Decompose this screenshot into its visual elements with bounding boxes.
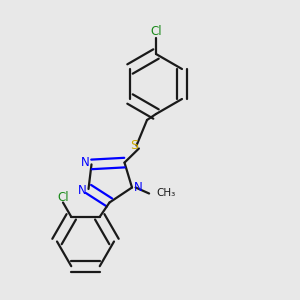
Text: Cl: Cl: [150, 25, 162, 38]
Text: N: N: [134, 181, 143, 194]
Text: CH₃: CH₃: [156, 188, 175, 199]
Text: S: S: [130, 139, 138, 152]
Text: Cl: Cl: [57, 190, 69, 204]
Text: N: N: [77, 184, 86, 197]
Text: N: N: [80, 156, 89, 170]
